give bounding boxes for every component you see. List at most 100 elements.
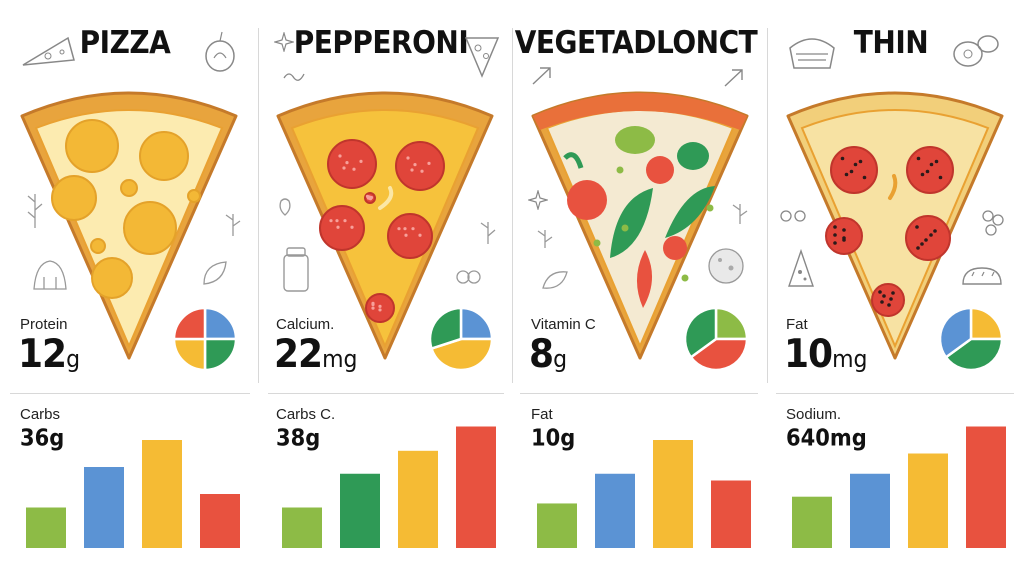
pepperoni-spot: [352, 167, 356, 171]
herb-doodle-icon: [27, 194, 43, 228]
pepperoni-spot: [413, 163, 417, 167]
bread-doodle-icon: [962, 267, 1002, 285]
olive-doodle-icon: [953, 35, 999, 67]
bar-value: 640mg: [786, 424, 867, 452]
pepperoni-spot: [345, 161, 349, 165]
pie-slice: [429, 337, 494, 372]
pepperoni: [365, 293, 395, 323]
pie-chart: [428, 306, 494, 372]
red-pepper: [636, 250, 653, 308]
seed: [916, 246, 920, 250]
seed: [929, 162, 934, 167]
column-divider: [258, 28, 259, 383]
vegetable-slice-image: [531, 91, 749, 360]
bar: [711, 480, 751, 548]
pie-slice: [428, 306, 463, 351]
arrow-doodle-icon: [724, 69, 743, 87]
bar: [340, 473, 380, 548]
pie-chart: [683, 306, 749, 372]
pepperoni-spot: [411, 227, 415, 231]
cheese-drip: [378, 186, 394, 210]
panel-title: VEGETADLONCT: [514, 24, 758, 61]
pie-slice: [944, 337, 1004, 372]
bar-chart: [282, 426, 496, 548]
seed: [889, 297, 893, 301]
nutrient-label: Vitamin C: [531, 316, 596, 333]
basil-leaf: [665, 186, 715, 238]
herb-doodle-icon: [480, 222, 496, 244]
sparkle-doodle-icon: [528, 190, 548, 210]
thin-slice-image: [786, 91, 1004, 360]
nutrient-label: Protein: [20, 316, 68, 333]
panel-pizza: PIZZA Protein 12g Carbs 36g: [0, 0, 250, 574]
bar-label: Sodium.: [786, 406, 842, 423]
cheese-blob: [51, 175, 97, 221]
pie-chart: [938, 306, 1004, 372]
seed: [929, 233, 933, 237]
pie-slice: [938, 306, 973, 359]
herb: [563, 152, 584, 169]
sparkle-doodle-icon: [274, 32, 294, 52]
peas-doodle-icon: [780, 210, 806, 222]
pepperoni: [387, 213, 433, 259]
arrow-doodle-icon: [532, 67, 551, 85]
pepperoni-spot: [359, 159, 363, 163]
crust-edge: [533, 93, 747, 130]
seed: [840, 156, 845, 161]
bar-label: Carbs: [20, 406, 61, 423]
pea: [681, 274, 689, 282]
basil-leaf: [610, 188, 653, 258]
bar: [653, 440, 693, 548]
pie-slice: [203, 337, 238, 372]
pepperoni-spot: [420, 169, 424, 173]
seed: [878, 290, 882, 294]
pie-slice: [459, 306, 494, 341]
panel-title: THIN: [853, 24, 929, 61]
seed: [924, 238, 928, 242]
tomato-slice: [906, 146, 954, 194]
pepperoni-spot: [371, 306, 375, 310]
pepperoni-spot: [371, 302, 375, 307]
pepperoni-slice-image: [276, 91, 494, 360]
bar-chart: [537, 440, 751, 548]
green-pepper: [615, 126, 655, 154]
jar-doodle-icon: [283, 247, 309, 292]
herb-doodle-icon: [732, 204, 748, 224]
pie-slice: [689, 337, 749, 372]
pepperoni-spot: [378, 308, 382, 312]
seed: [858, 159, 863, 164]
seed: [920, 242, 924, 246]
pea: [621, 224, 629, 232]
pie-slice: [683, 306, 718, 359]
panel-vegetable: VEGETADLONCT Vitamin C 8g Fat 10g: [511, 0, 761, 574]
bar: [456, 426, 496, 548]
bar: [966, 426, 1006, 548]
pea: [706, 204, 714, 212]
pepperoni-spot: [336, 225, 340, 229]
pie-slice: [172, 306, 207, 341]
seed: [938, 175, 943, 180]
panel-pepperoni: PEPPERONI Calcium. 22mg Carbs C. 38g: [256, 0, 506, 574]
mushroom-doodle-icon: [33, 260, 67, 290]
bar: [595, 473, 635, 548]
pepperoni-spot: [329, 219, 333, 223]
bar: [282, 507, 322, 548]
pizza-slice-image: [20, 91, 238, 360]
seed: [891, 291, 895, 295]
seed: [880, 300, 884, 304]
pepperoni-spot: [410, 168, 414, 172]
pie-chart: [172, 306, 238, 372]
bar: [142, 440, 182, 548]
seed: [925, 169, 930, 174]
onion-doodle-icon: [205, 31, 235, 72]
basil-doodle-icon: [203, 261, 227, 285]
pie-slice: [172, 337, 207, 372]
cheese-blob: [120, 179, 138, 197]
seed: [842, 228, 846, 232]
pepperoni-spot: [406, 156, 410, 160]
tomato-slice: [830, 146, 878, 194]
pie-slice: [969, 306, 1004, 341]
bar-value: 38g: [276, 424, 321, 452]
pea: [616, 166, 624, 174]
garlic-doodle-icon: [456, 270, 481, 284]
